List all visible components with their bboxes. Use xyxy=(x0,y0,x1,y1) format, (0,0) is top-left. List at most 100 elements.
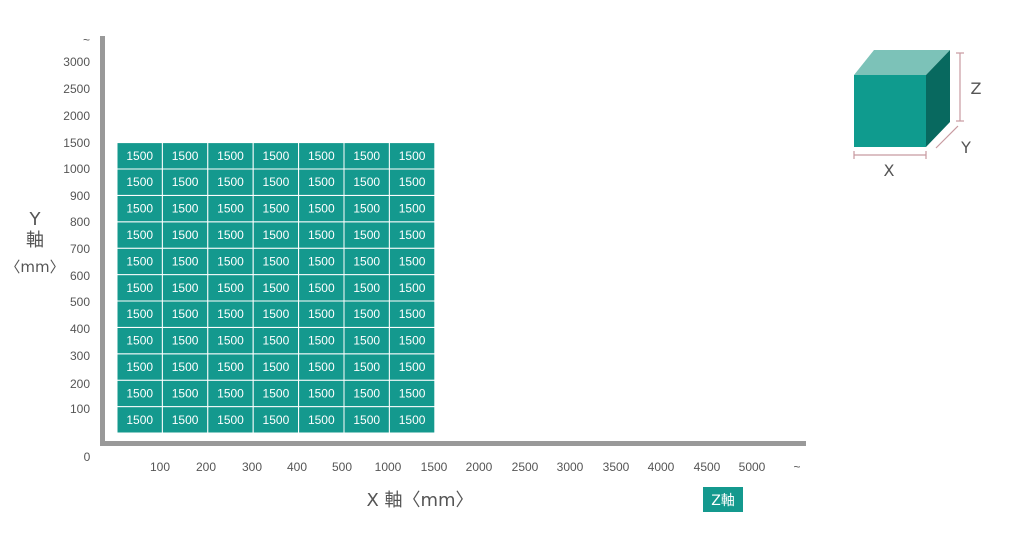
z-cell-value: 1500 xyxy=(217,228,244,242)
z-cell-value: 1500 xyxy=(308,307,335,321)
x-tick-label: 5000 xyxy=(739,460,766,474)
z-cell-value: 1500 xyxy=(126,281,153,295)
x-tick-labels: 100 200 300 400 500 1000 1500 2000 2500 3000 3500 4… xyxy=(150,460,801,474)
x-tick-label: 1500 xyxy=(421,460,448,474)
x-tick-label: 3000 xyxy=(557,460,584,474)
z-cell xyxy=(298,300,345,328)
cube-dimension-lines xyxy=(853,52,964,159)
y-tick-label: 2000 xyxy=(63,109,90,123)
z-cell-value: 1500 xyxy=(399,386,426,400)
x-tick-label: 1000 xyxy=(375,460,402,474)
z-cell xyxy=(252,221,300,249)
z-cell-value: 1500 xyxy=(126,202,153,216)
z-cell xyxy=(388,300,436,328)
z-cell xyxy=(298,353,345,381)
z-cell-value: 1500 xyxy=(308,228,335,242)
x-axis-line xyxy=(100,441,806,446)
cube-side-face xyxy=(926,50,950,147)
z-cell xyxy=(388,142,436,170)
z-cell xyxy=(388,379,436,408)
z-cell xyxy=(161,142,209,170)
z-cell-value: 1500 xyxy=(353,386,380,400)
z-cell-value: 1500 xyxy=(399,175,426,189)
z-cell-value: 1500 xyxy=(399,254,426,268)
z-cell-value: 1500 xyxy=(172,175,199,189)
z-cell-value: 1500 xyxy=(217,386,244,400)
z-cell xyxy=(207,168,254,196)
z-cell xyxy=(343,168,390,196)
z-cell-value: 1500 xyxy=(263,228,290,242)
z-cell-value: 1500 xyxy=(353,149,380,163)
y-tick-label: 600 xyxy=(70,269,90,283)
z-cell-value: 1500 xyxy=(399,307,426,321)
z-cell-value: 1500 xyxy=(126,386,153,400)
z-cell-value: 1500 xyxy=(308,413,335,427)
z-cell-value: 1500 xyxy=(353,175,380,189)
z-cell xyxy=(207,379,254,408)
y-axis-line xyxy=(100,36,105,446)
z-cell-value: 1500 xyxy=(353,307,380,321)
z-cell-value: 1500 xyxy=(263,386,290,400)
y-axis-label-letter: Y xyxy=(29,209,42,230)
x-tick-label: 300 xyxy=(242,460,262,474)
z-cell-value: 1500 xyxy=(172,360,199,374)
y-tick-label: 500 xyxy=(70,295,90,309)
z-cell xyxy=(343,142,390,170)
x-tick-label: 4500 xyxy=(694,460,721,474)
x-tick-label: 4000 xyxy=(648,460,675,474)
y-tick-label: 2500 xyxy=(63,82,90,96)
x-tick-label: 500 xyxy=(332,460,352,474)
z-cell-value: 1500 xyxy=(263,202,290,216)
z-cell xyxy=(116,300,163,328)
z-cell-value: 1500 xyxy=(308,360,335,374)
z-cell-value: 1500 xyxy=(308,334,335,348)
z-cell xyxy=(207,300,254,328)
z-cell-value: 1500 xyxy=(399,360,426,374)
z-cell-value: 1500 xyxy=(308,254,335,268)
z-cell xyxy=(207,326,254,355)
z-cell xyxy=(388,247,436,276)
z-cell xyxy=(161,326,209,355)
z-cell-value: 1500 xyxy=(126,254,153,268)
z-cell-value: 1500 xyxy=(172,307,199,321)
z-cell-value: 1500 xyxy=(263,307,290,321)
origin-label: 0 xyxy=(84,450,91,464)
z-cell xyxy=(388,353,436,381)
z-cell-value: 1500 xyxy=(353,228,380,242)
z-cell-value: 1500 xyxy=(353,254,380,268)
z-cell-value: 1500 xyxy=(263,360,290,374)
x-tick-label: ~ xyxy=(793,460,800,474)
z-cell-value: 1500 xyxy=(172,334,199,348)
cube-front-face xyxy=(854,75,926,147)
z-cell-value: 1500 xyxy=(263,149,290,163)
z-cell-value: 1500 xyxy=(353,281,380,295)
z-cell xyxy=(343,247,390,276)
z-cell xyxy=(388,194,436,223)
y-tick-label: 3000 xyxy=(63,55,90,69)
z-cell-value: 1500 xyxy=(263,281,290,295)
z-cell-value: 1500 xyxy=(126,307,153,321)
z-cell-value: 1500 xyxy=(172,149,199,163)
z-cell-value: 1500 xyxy=(217,254,244,268)
y-tick-label: 200 xyxy=(70,377,90,391)
y-tick-label: 300 xyxy=(70,349,90,363)
z-cell-value: 1500 xyxy=(217,413,244,427)
z-cell-value: 1500 xyxy=(172,281,199,295)
z-cell xyxy=(343,326,390,355)
z-cell-value: 1500 xyxy=(172,413,199,427)
z-value-cells: 1500 1500 1500 1500 1500 1500 1500 1500 1500 1500… xyxy=(116,142,436,434)
z-cell xyxy=(207,221,254,249)
z-cell-value: 1500 xyxy=(217,307,244,321)
z-cell xyxy=(388,326,436,355)
y-tick-label: ~ xyxy=(83,33,90,47)
z-cell-value: 1500 xyxy=(353,413,380,427)
z-cell-value: 1500 xyxy=(308,149,335,163)
y-tick-label: 700 xyxy=(70,242,90,256)
z-cell-value: 1500 xyxy=(217,175,244,189)
y-tick-label: 400 xyxy=(70,322,90,336)
x-tick-label: 3500 xyxy=(603,460,630,474)
cube-top-face xyxy=(854,50,950,75)
z-cell-value: 1500 xyxy=(399,228,426,242)
z-cell-value: 1500 xyxy=(217,281,244,295)
